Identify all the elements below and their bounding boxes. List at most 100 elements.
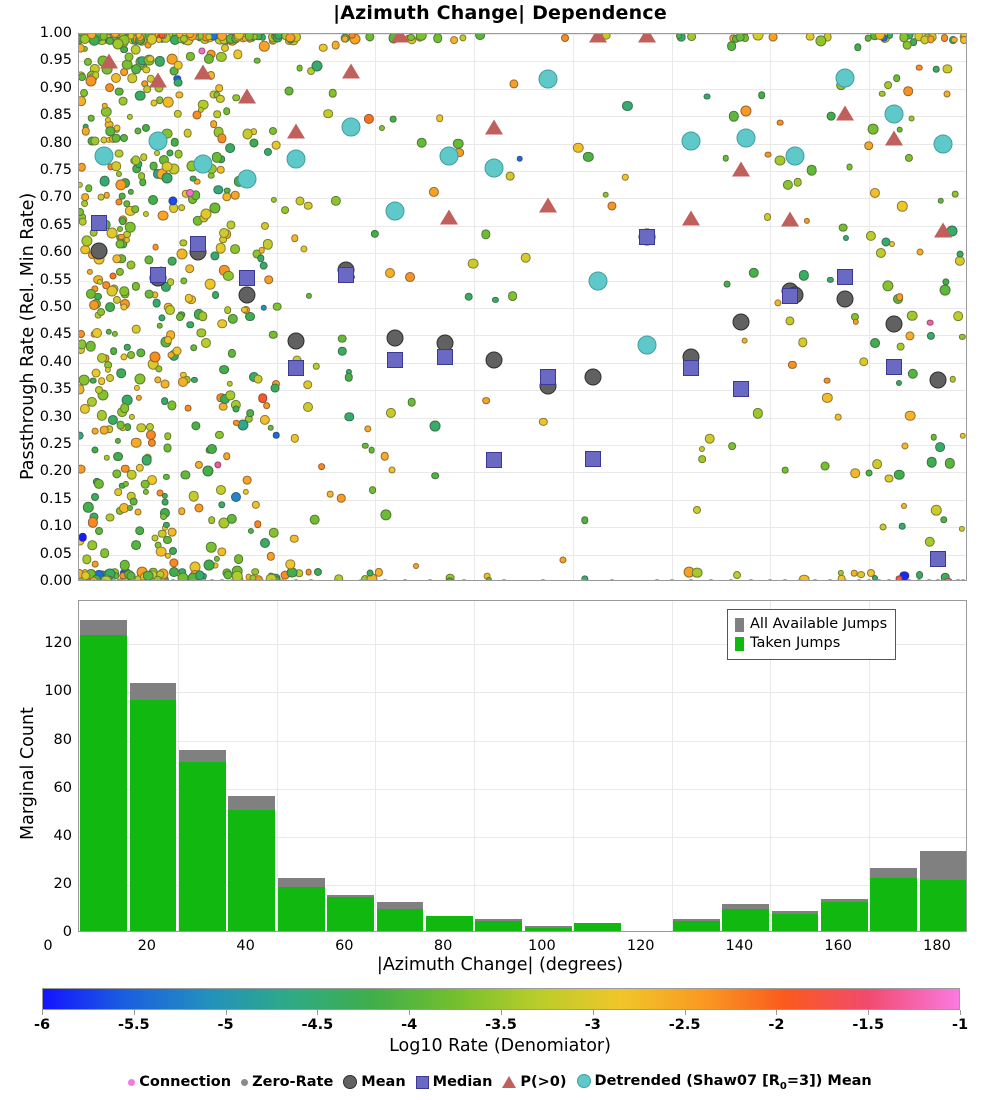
- scatter-gridline-v: [572, 34, 574, 580]
- connection-point: [186, 321, 195, 329]
- median-marker: [288, 360, 305, 377]
- connection-point: [207, 516, 216, 525]
- zero-rate-marker: [688, 579, 695, 580]
- connection-point: [850, 468, 860, 478]
- connection-point: [937, 197, 944, 204]
- connection-point: [129, 497, 138, 506]
- connection-point: [337, 493, 346, 503]
- connection-point: [137, 172, 146, 181]
- connection-point: [728, 110, 739, 122]
- connection-point: [258, 247, 266, 254]
- connection-point: [274, 34, 282, 40]
- connection-point: [827, 276, 834, 284]
- detrended-mean-marker: [94, 146, 114, 166]
- connection-point: [102, 281, 110, 289]
- connection-point: [735, 34, 745, 42]
- marker-legend-label-detrended-mean: Detrended (Shaw07 [R0=3]) Mean: [594, 1073, 872, 1092]
- connection-point: [216, 165, 226, 174]
- connection-point: [752, 34, 764, 41]
- connection-point: [927, 35, 935, 44]
- colorbar-tick-label: -5.5: [117, 1017, 150, 1033]
- connection-point: [305, 568, 313, 576]
- connection-point: [223, 187, 231, 194]
- connection-point: [118, 217, 127, 225]
- zero-rate-marker: [955, 579, 962, 580]
- connection-point: [158, 34, 166, 39]
- connection-point: [726, 41, 737, 52]
- scatter-gridline-h: [79, 445, 966, 446]
- connection-point: [267, 424, 275, 431]
- detrended-mean-marker: [484, 158, 504, 178]
- bar-taken-jumps: [475, 921, 523, 931]
- connection-point: [416, 137, 427, 149]
- zero-rate-marker: [668, 579, 675, 580]
- connection-point: [254, 57, 261, 64]
- connection-point: [704, 433, 715, 445]
- connection-point: [119, 403, 130, 413]
- scatter-y-tick: 0.00: [39, 573, 72, 589]
- zero-rate-marker: [140, 579, 147, 580]
- connection-point: [166, 53, 178, 65]
- scatter-gridline-h: [79, 143, 966, 145]
- connection-point: [226, 220, 236, 230]
- connection-point: [184, 404, 192, 412]
- zero-rate-marker: [110, 579, 117, 580]
- connection-point: [189, 175, 197, 183]
- connection-point: [191, 377, 198, 384]
- connection-point: [837, 574, 846, 580]
- connection-point: [389, 115, 397, 123]
- scatter-gridline-h: [79, 308, 966, 309]
- connection-point: [211, 290, 220, 299]
- hist-y-tick: 40: [53, 827, 72, 844]
- median-marker: [540, 368, 557, 385]
- connection-point: [79, 464, 86, 474]
- connection-point: [106, 227, 118, 239]
- connection-icon: [128, 1078, 136, 1086]
- connection-point: [116, 420, 126, 430]
- detrended-mean-marker: [341, 117, 361, 137]
- connection-point: [230, 190, 240, 200]
- mean-marker: [386, 329, 404, 347]
- scatter-gridline-h: [79, 499, 966, 501]
- connection-point: [309, 514, 320, 526]
- bar-taken-jumps: [870, 877, 918, 931]
- bar-taken-jumps: [771, 913, 819, 931]
- connection-point: [127, 73, 138, 83]
- connection-point: [85, 288, 96, 299]
- connection-point: [959, 333, 966, 341]
- scatter-y-tick: 0.35: [39, 381, 72, 398]
- connection-point: [89, 377, 97, 384]
- zero-rate-marker: [905, 579, 912, 580]
- zero-rate-marker: [169, 579, 176, 580]
- zero-rate-marker: [120, 579, 127, 580]
- connection-point: [865, 230, 876, 241]
- connection-point: [364, 425, 372, 433]
- connection-point: [581, 575, 589, 580]
- connection-point: [388, 466, 396, 474]
- detrended-mean-icon: [576, 1074, 591, 1088]
- connection-point: [384, 268, 395, 279]
- connection-point: [150, 99, 158, 107]
- bar-taken-jumps: [179, 762, 226, 931]
- colorbar-tick-label: -5: [217, 1017, 234, 1033]
- zero-rate-marker: [179, 579, 186, 580]
- connection-point: [81, 126, 91, 136]
- connection-point: [111, 161, 121, 172]
- connection-point: [260, 304, 267, 312]
- bar-taken-jumps: [722, 908, 770, 931]
- connection-point: [209, 202, 221, 214]
- colorbar-tick-label: -1.5: [852, 1017, 885, 1033]
- connection-point: [79, 431, 84, 440]
- connection-point: [876, 247, 887, 258]
- connection-point: [214, 460, 222, 469]
- connection-point: [87, 517, 99, 528]
- connection-point: [870, 187, 881, 198]
- connection-point: [805, 34, 815, 41]
- legend-swatch-taken-jumps: [735, 636, 744, 651]
- scatter-gridline-h: [79, 390, 966, 392]
- connection-point: [926, 456, 937, 468]
- connection-point: [273, 431, 280, 439]
- colorbar-tickmark: [225, 1010, 227, 1015]
- connection-point: [311, 60, 323, 72]
- connection-point: [864, 141, 874, 151]
